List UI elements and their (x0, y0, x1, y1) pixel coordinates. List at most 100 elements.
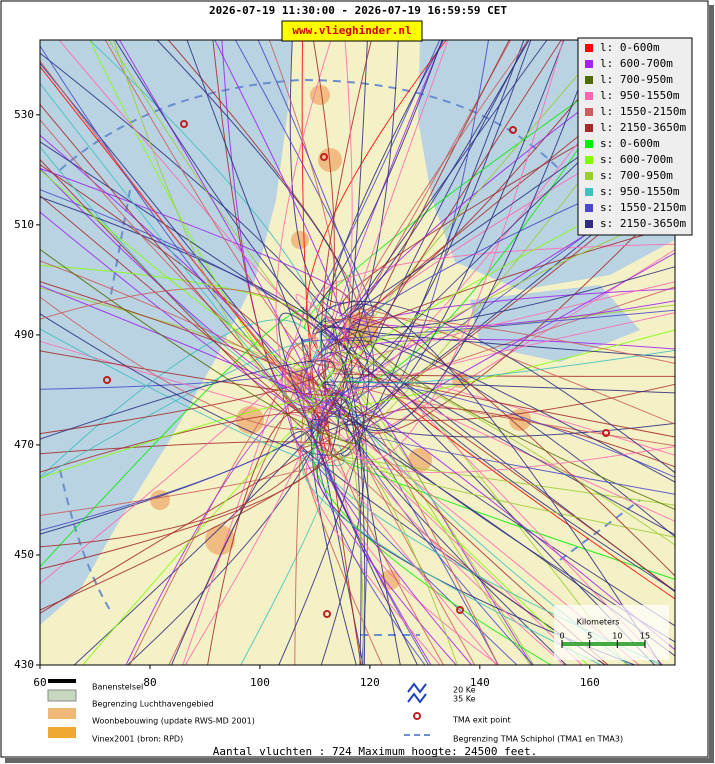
sea (40, 40, 292, 625)
flight-track (322, 385, 676, 478)
runway-swatch (48, 679, 76, 683)
flight-track (214, 39, 347, 341)
legend-label: s: 700-950m (600, 169, 673, 182)
flight-track (352, 318, 676, 577)
legend-label: l: 1550-2150m (600, 105, 686, 118)
x-tick-label: 60 (33, 676, 46, 689)
key-label: Woonbebouwing (update RWS-MD 2001) (92, 717, 255, 726)
flight-track (323, 383, 676, 422)
legend-swatch (585, 172, 593, 180)
legend-label: s: 950-1550m (600, 185, 680, 198)
title: 2026-07-19 11:30:00 - 2026-07-19 16:59:5… (209, 4, 507, 17)
flight-track (336, 350, 676, 546)
legend-box (577, 37, 693, 236)
vinex-swatch (48, 727, 76, 738)
airport-swatch (47, 689, 77, 702)
flight-track (319, 39, 443, 304)
flight-track (326, 39, 444, 361)
legend-swatch (585, 92, 593, 100)
flight-track (39, 350, 337, 397)
flight-track (320, 441, 497, 666)
flight-track (58, 39, 303, 316)
flight-track (284, 342, 383, 666)
flight-track (234, 39, 374, 317)
key-label: 20 Ke (453, 686, 476, 695)
flight-track (327, 225, 676, 349)
legend-swatch (585, 156, 593, 164)
flight-track (302, 210, 676, 436)
flight-track (39, 422, 330, 570)
y-tick-label: 470 (14, 438, 34, 451)
flight-track (127, 372, 324, 666)
flight-track (356, 194, 676, 434)
flight-track (341, 39, 489, 416)
flight-track (281, 334, 457, 666)
flight-track (257, 39, 375, 389)
legend-swatch (585, 124, 593, 132)
legend-label: s: 0-600m (600, 137, 660, 150)
flight-track (39, 265, 351, 365)
flight-track (334, 39, 548, 344)
y-tick-label: 450 (14, 548, 34, 561)
flight-track (39, 196, 353, 383)
y-tick-label: 430 (14, 658, 34, 671)
scale-box (554, 605, 669, 660)
legend-label: l: 950-1550m (600, 89, 680, 102)
scale-label: 10 (612, 632, 622, 641)
flight-track (309, 243, 676, 327)
flight-track (346, 303, 662, 666)
flight-track (353, 39, 564, 461)
ke-icon (407, 682, 427, 704)
flight-track (39, 364, 315, 390)
flight-track (39, 159, 345, 461)
key-label: Banenstelsel (92, 683, 143, 692)
x-tick-label: 80 (143, 676, 156, 689)
key-label: Vinex2001 (bron: RPD) (92, 735, 183, 744)
flight-track (125, 390, 327, 666)
site-link[interactable]: www.vlieghinder.nl (292, 24, 411, 37)
flight-track (357, 366, 533, 666)
flight-track (39, 285, 348, 414)
legend-label: l: 600-700m (600, 57, 673, 70)
flight-track (327, 347, 676, 592)
flight-track (39, 287, 313, 329)
flight-track (39, 455, 308, 548)
flight-track (353, 407, 676, 468)
flight-track (305, 442, 676, 538)
flight-track (342, 300, 676, 510)
legend-label: s: 600-700m (600, 153, 673, 166)
flight-track (302, 159, 676, 401)
flight-track (340, 408, 565, 666)
footer: Aantal vluchten : 724 Maximum hoogte: 24… (213, 745, 538, 758)
legend-label: s: 2150-3650m (600, 217, 686, 230)
flight-track (320, 326, 676, 483)
flight-track (39, 83, 317, 429)
flight-track (346, 39, 529, 440)
flight-track (39, 296, 313, 430)
flight-track (305, 456, 441, 666)
flight-track (184, 428, 307, 666)
flight-track (39, 248, 358, 445)
flight-track (275, 39, 332, 407)
flight-track (353, 429, 676, 495)
scale-title: Kilometers (577, 618, 620, 627)
site-badge[interactable] (281, 20, 423, 42)
flight-track (39, 313, 354, 456)
flight-track (333, 39, 529, 372)
flight-track (39, 169, 313, 368)
shadow (709, 5, 714, 762)
scale-label: 0 (559, 632, 564, 641)
housing-swatch (48, 708, 76, 719)
flight-track (314, 316, 676, 364)
x-tick-label: 160 (580, 676, 600, 689)
flight-track (278, 330, 370, 666)
bottom-key: Banenstelsel Begrenzing Luchthavengebied… (47, 679, 623, 744)
y-tick-label: 530 (14, 108, 34, 121)
legend-label: l: 2150-3650m (600, 121, 686, 134)
legend-label: l: 700-950m (600, 73, 673, 86)
flight-track (312, 301, 676, 474)
flight-track (310, 418, 676, 657)
flight-track (39, 119, 349, 394)
key-label: TMA exit point (452, 716, 511, 725)
flight-track (324, 337, 534, 666)
